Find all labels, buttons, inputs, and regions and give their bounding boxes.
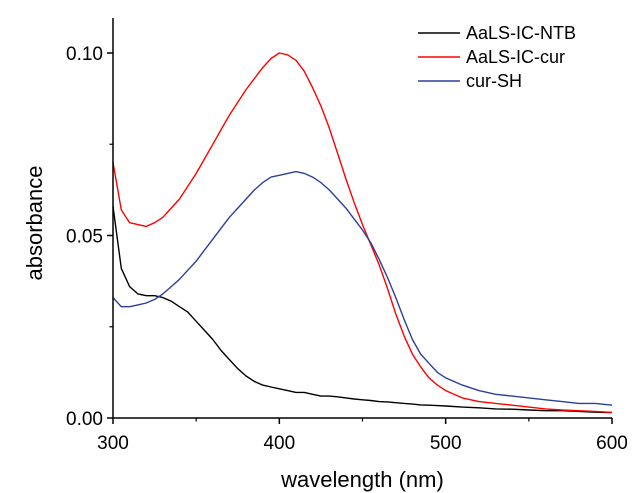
series-line-cur-sh <box>112 170 613 406</box>
y-tick-label: 0.10 <box>66 44 103 65</box>
x-tick-label: 500 <box>430 433 462 454</box>
x-tick-label: 600 <box>596 433 628 454</box>
legend-label: AaLS-IC-cur <box>466 47 565 67</box>
ticks-layer: 300 400 500 600 0.00 0.05 0.10 <box>66 44 628 454</box>
y-axis-label: absorbance <box>22 166 47 281</box>
legend: AaLS-IC-NTB AaLS-IC-cur cur-SH <box>418 23 576 91</box>
x-axis-label: wavelength (nm) <box>280 467 444 492</box>
series-line-aals-ic-cur <box>112 52 613 414</box>
series-layer <box>112 52 613 414</box>
axes-layer <box>112 18 612 419</box>
y-tick-label: 0.00 <box>66 409 103 430</box>
legend-label: cur-SH <box>466 71 522 91</box>
series-line-aals-ic-ntb <box>112 206 613 414</box>
y-tick-label: 0.05 <box>66 227 103 248</box>
legend-label: AaLS-IC-NTB <box>466 23 576 43</box>
x-tick-label: 300 <box>97 433 129 454</box>
x-tick-label: 400 <box>263 433 295 454</box>
